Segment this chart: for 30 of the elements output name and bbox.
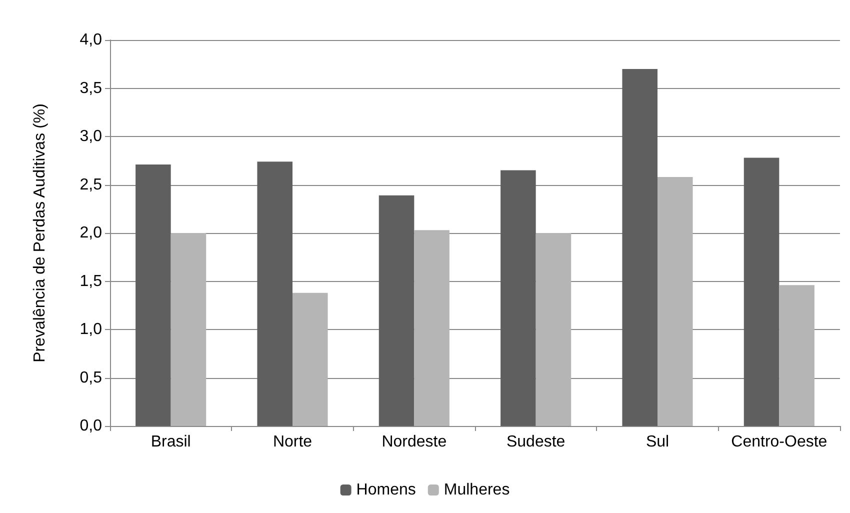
y-tick-label: 2,0 [80, 224, 102, 242]
bar [779, 285, 814, 426]
x-tick-label: Sudeste [506, 434, 566, 450]
x-tick-label: Nordeste [382, 434, 447, 450]
bar [622, 68, 658, 426]
y-tick-label: 0,5 [80, 369, 102, 386]
y-tick-label: 2,5 [80, 176, 102, 194]
y-axis-title: Prevalência de Perdas Auditivas (%) [32, 104, 48, 362]
bar [658, 177, 693, 426]
bar [257, 162, 292, 426]
bar [292, 292, 328, 426]
bar [378, 195, 414, 426]
x-tick-label: Brasil [150, 434, 191, 450]
bar [536, 233, 572, 426]
legend-label: Mulheres [444, 482, 510, 498]
y-tick-label: 1,5 [80, 272, 102, 290]
y-tick-label: 1,0 [80, 321, 102, 338]
legend-label: Homens [356, 482, 416, 498]
bar [414, 230, 450, 426]
bar [500, 170, 536, 426]
x-tick-label: Centro-Oeste [731, 434, 828, 450]
bar [744, 158, 780, 426]
y-tick-label: 4,0 [80, 32, 102, 48]
bar [170, 233, 206, 426]
y-tick-label: 0,0 [80, 418, 102, 434]
y-tick-label: 3,5 [80, 80, 102, 97]
y-tick-label: 3,0 [80, 128, 102, 145]
bar [136, 164, 171, 426]
x-tick-label: Sul [646, 434, 670, 450]
x-tick-label: Norte [272, 434, 312, 450]
